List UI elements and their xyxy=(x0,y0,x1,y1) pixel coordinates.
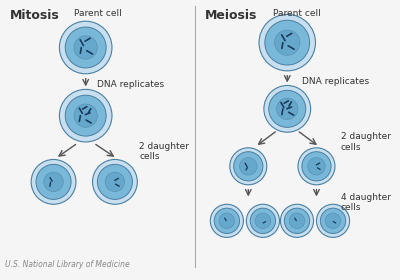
Circle shape xyxy=(74,36,97,59)
Text: 4 daughter
cells: 4 daughter cells xyxy=(341,193,391,212)
Circle shape xyxy=(65,27,106,68)
Circle shape xyxy=(234,152,263,181)
Circle shape xyxy=(44,172,63,192)
Text: DNA replicates: DNA replicates xyxy=(97,80,164,89)
Circle shape xyxy=(92,160,137,204)
Circle shape xyxy=(36,164,71,199)
Circle shape xyxy=(316,204,350,237)
Circle shape xyxy=(280,204,314,237)
Text: U.S. National Library of Medicine: U.S. National Library of Medicine xyxy=(5,260,130,269)
Circle shape xyxy=(284,208,310,234)
Circle shape xyxy=(255,213,271,228)
Text: Parent cell: Parent cell xyxy=(74,9,121,18)
Circle shape xyxy=(65,95,106,136)
Circle shape xyxy=(320,208,346,234)
Circle shape xyxy=(289,213,305,228)
Circle shape xyxy=(230,148,267,185)
Circle shape xyxy=(308,158,325,175)
Circle shape xyxy=(210,204,244,237)
Text: Parent cell: Parent cell xyxy=(273,9,321,18)
Circle shape xyxy=(246,204,280,237)
Circle shape xyxy=(274,30,300,55)
Circle shape xyxy=(219,213,235,228)
Circle shape xyxy=(259,14,316,71)
Text: DNA replicates: DNA replicates xyxy=(302,77,369,86)
Circle shape xyxy=(105,172,125,192)
Circle shape xyxy=(59,89,112,142)
Circle shape xyxy=(31,160,76,204)
Circle shape xyxy=(302,152,331,181)
Circle shape xyxy=(264,85,311,132)
Circle shape xyxy=(59,21,112,74)
Circle shape xyxy=(74,104,97,127)
Circle shape xyxy=(265,20,310,65)
Circle shape xyxy=(240,158,257,175)
Circle shape xyxy=(325,213,341,228)
Circle shape xyxy=(298,148,335,185)
Text: 2 daughter
cells: 2 daughter cells xyxy=(341,132,391,152)
Circle shape xyxy=(269,90,306,127)
Circle shape xyxy=(276,98,298,120)
Text: 2 daughter
cells: 2 daughter cells xyxy=(139,142,189,161)
Text: Mitosis: Mitosis xyxy=(10,9,60,22)
Text: Meiosis: Meiosis xyxy=(204,9,257,22)
Circle shape xyxy=(214,208,240,234)
Circle shape xyxy=(97,164,132,199)
Circle shape xyxy=(250,208,276,234)
